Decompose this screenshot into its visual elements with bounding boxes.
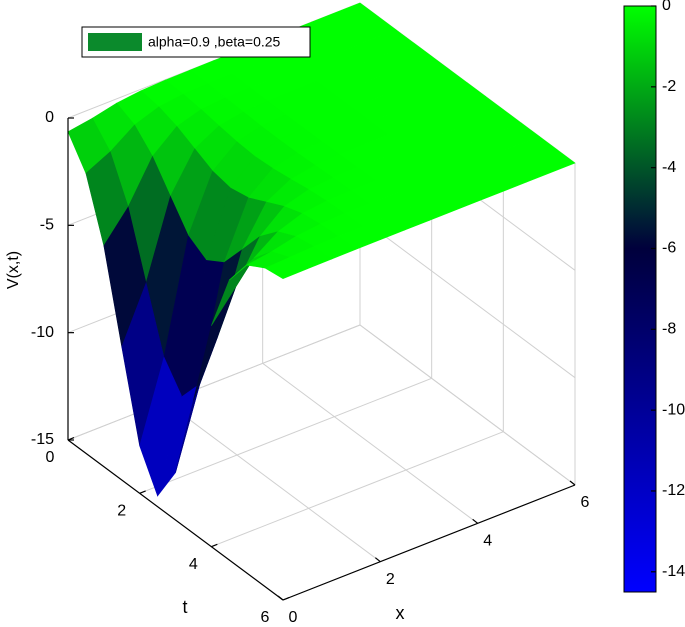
colorbar-tick-label: -4 [662,159,676,176]
z-tick-label: -15 [31,431,54,448]
colorbar-tick-label: -14 [662,563,685,580]
t-axis [67,439,284,601]
t-tick-label: 4 [189,556,198,573]
grid-line [262,362,478,524]
x-tick-label: 0 [289,609,298,626]
z-tick-label: 0 [45,109,54,126]
grid-line [165,401,381,563]
x-tick-label: 4 [483,533,492,550]
legend-box [81,26,311,58]
colorbar-tick-label: -8 [662,321,676,338]
legend-swatch [88,33,142,51]
colorbar-tick-label: 0 [662,0,671,14]
t-tick [139,490,146,494]
t-tick [67,437,75,441]
x-tick [472,518,479,524]
grid-line [359,217,576,379]
x-tick [277,595,284,601]
colorbar-tick-label: -6 [662,240,676,257]
x-tick-label: 2 [386,571,395,588]
legend-label: alpha=0.9 ,beta=0.25 [148,34,281,50]
x-tick [569,480,576,486]
t-tick-label: 0 [46,449,55,466]
t-tick [211,543,218,548]
grid-line [359,324,576,486]
grid-line [139,377,432,494]
z-tick-label: -5 [40,217,54,234]
colorbar-tick-label: -2 [662,78,676,95]
colorbar-tick-label: -10 [662,401,685,418]
t-tick-label: 2 [117,503,126,520]
colorbar-tick-label: -12 [662,482,685,499]
x-axis-label: x [396,603,405,623]
t-tick [282,597,290,601]
z-axis-label: V(x,t) [5,251,22,289]
grid-line [67,324,361,441]
surface-patch [264,257,308,279]
x-tick [374,557,381,563]
x-axis [282,484,576,601]
z-tick-label: -10 [31,324,54,341]
colorbar [623,5,657,593]
t-tick-label: 6 [261,609,270,626]
x-tick-label: 6 [581,494,590,511]
grid-line [211,431,504,548]
t-axis-label: t [182,597,187,617]
